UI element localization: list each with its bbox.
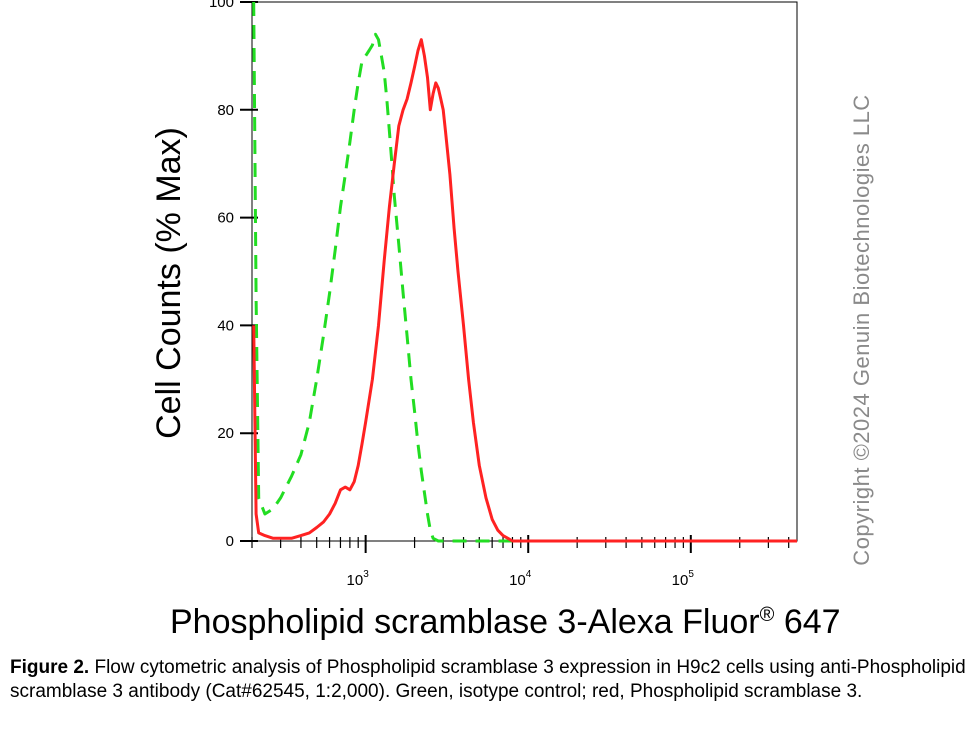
series-layer: [252, 1, 797, 543]
x-tick-label-base: 10: [347, 572, 364, 589]
x-axis: 103 104 105: [251, 535, 790, 589]
y-tick-label: 20: [217, 425, 234, 442]
figure-caption-label: Figure 2.: [10, 657, 90, 678]
x-tick-label-base: 10: [672, 572, 689, 589]
x-tick-label-exponent: 4: [526, 569, 532, 580]
y-tick-label: 40: [217, 317, 234, 334]
series-line-solid: [252, 38, 797, 543]
x-axis-title-suffix: 647: [774, 603, 840, 641]
y-tick-label: 60: [217, 210, 234, 227]
series-line-dashed: [252, 1, 797, 543]
figure-caption-text: Flow cytometric analysis of Phospholipid…: [10, 657, 966, 702]
copyright-watermark: Copyright ©2024 Genuin Biotechnologies L…: [849, 94, 874, 565]
x-axis-title-registered-mark: ®: [760, 604, 775, 626]
x-tick-label: 104: [509, 569, 532, 589]
x-axis-title: Phospholipid scramblase 3-Alexa Fluor® 6…: [170, 603, 841, 641]
y-axis-title: Cell Counts (% Max): [150, 127, 188, 439]
x-tick-label-exponent: 3: [363, 569, 369, 580]
x-tick-label-base: 10: [509, 572, 526, 589]
x-axis-title-main: Phospholipid scramblase 3-Alexa Fluor: [170, 603, 760, 641]
y-axis: 0 20 40 60 80 100: [209, 0, 258, 550]
y-tick-label: 80: [217, 102, 234, 119]
x-tick-label: 103: [347, 569, 370, 589]
figure-caption: Figure 2. Flow cytometric analysis of Ph…: [10, 656, 972, 704]
x-tick-label-exponent: 5: [688, 569, 694, 580]
y-tick-label: 100: [209, 0, 234, 11]
y-tick-label: 0: [226, 533, 234, 550]
x-tick-label: 105: [672, 569, 695, 589]
